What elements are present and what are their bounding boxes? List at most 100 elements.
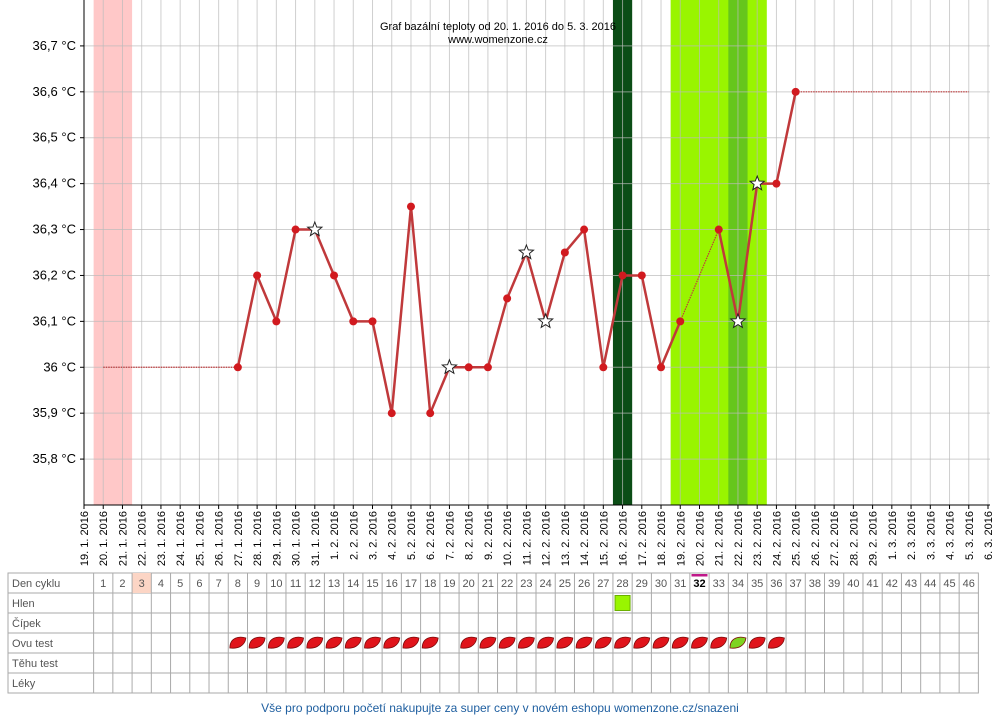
- cycle-day: 11: [290, 578, 301, 590]
- x-tick-label: 4. 2. 2016: [387, 511, 399, 560]
- row-label: Hlen: [12, 598, 35, 610]
- point: [503, 294, 512, 303]
- cycle-day: 28: [616, 578, 628, 590]
- cycle-day: 24: [539, 578, 551, 590]
- star-point: [729, 312, 747, 329]
- point: [791, 87, 800, 96]
- x-tick-label: 27. 1. 2016: [233, 511, 245, 566]
- row-label: Těhu test: [12, 658, 58, 670]
- footer-link[interactable]: Vše pro podporu početí nakupujte za supe…: [261, 701, 739, 715]
- line-dotted: [679, 229, 720, 322]
- ovu-test-icon: [287, 636, 305, 649]
- cycle-day: 10: [270, 578, 282, 590]
- x-tick-label: 9. 2. 2016: [483, 511, 495, 560]
- y-tick-label: 36,6 °C: [32, 84, 76, 99]
- x-tick-label: 19. 2. 2016: [675, 511, 687, 566]
- ovu-test-icon: [768, 636, 785, 649]
- x-tick-label: 5. 3. 2016: [964, 511, 976, 560]
- x-tick-label: 4. 3. 2016: [945, 511, 957, 560]
- cycle-day: 15: [366, 578, 378, 590]
- x-tick-label: 21. 1. 2016: [117, 511, 129, 566]
- cycle-day: 32: [693, 578, 705, 590]
- y-tick-label: 36,7 °C: [32, 38, 76, 53]
- cycle-day: 23: [520, 578, 532, 590]
- cycle-day: 45: [943, 578, 955, 590]
- x-tick-label: 6. 2. 2016: [425, 511, 437, 560]
- y-tick-label: 36,5 °C: [32, 130, 76, 145]
- cycle-day: 4: [158, 578, 164, 590]
- star-point: [440, 358, 458, 375]
- row-label: Léky: [12, 678, 36, 690]
- x-tick-label: 23. 2. 2016: [752, 511, 764, 566]
- star-point: [306, 220, 324, 237]
- today-marker: [691, 574, 708, 577]
- point: [618, 271, 627, 280]
- x-tick-label: 27. 2. 2016: [829, 511, 841, 566]
- star-point: [748, 174, 766, 191]
- ovu-test-icon: [383, 636, 401, 649]
- cycle-day: 12: [309, 578, 321, 590]
- cycle-day: 20: [463, 578, 475, 590]
- x-tick-label: 8. 2. 2016: [464, 511, 476, 560]
- ovu-test-icon: [710, 636, 728, 649]
- cycle-day: 5: [177, 578, 183, 590]
- ovu-test-icon: [556, 636, 574, 649]
- x-tick-label: 3. 3. 2016: [925, 511, 937, 560]
- cycle-day: 7: [216, 578, 222, 590]
- y-tick-label: 36,4 °C: [32, 176, 76, 191]
- ovu-test-icon: [325, 636, 343, 649]
- star-point: [517, 243, 535, 260]
- x-tick-label: 31. 1. 2016: [310, 511, 322, 566]
- ovu-test-icon: [575, 636, 593, 649]
- cycle-day: 21: [482, 578, 494, 590]
- x-tick-label: 20. 1. 2016: [98, 511, 110, 566]
- ovu-test-icon: [652, 636, 670, 649]
- cycle-day: 3: [139, 578, 145, 590]
- cycle-day: 27: [597, 578, 609, 590]
- cycle-day: 6: [196, 578, 202, 590]
- x-tick-label: 19. 1. 2016: [79, 511, 91, 566]
- x-tick-label: 2. 2. 2016: [348, 511, 360, 560]
- cycle-day: 31: [674, 578, 686, 590]
- x-tick-label: 29. 2. 2016: [868, 511, 880, 566]
- point: [560, 248, 569, 257]
- row-label: Čípek: [12, 617, 41, 630]
- cycle-day: 41: [866, 578, 878, 590]
- x-tick-label: 18. 2. 2016: [656, 511, 668, 566]
- cycle-day: 44: [924, 578, 936, 590]
- point: [483, 363, 492, 372]
- row-label: Den cyklu: [12, 578, 60, 590]
- x-tick-label: 28. 1. 2016: [252, 511, 264, 566]
- y-tick-label: 35,8 °C: [32, 451, 76, 466]
- x-tick-label: 13. 2. 2016: [560, 511, 572, 566]
- cycle-day: 43: [905, 578, 917, 590]
- point: [387, 409, 396, 418]
- point: [580, 225, 589, 234]
- x-tick-label: 11. 2. 2016: [521, 511, 533, 565]
- x-tick-label: 14. 2. 2016: [579, 511, 591, 566]
- ovu-test-icon: [671, 636, 689, 649]
- point: [233, 363, 242, 372]
- ovu-test-icon: [229, 636, 247, 649]
- cycle-day: 19: [443, 578, 455, 590]
- cycle-day: 22: [501, 578, 513, 590]
- x-tick-label: 2. 3. 2016: [906, 511, 918, 560]
- x-tick-label: 22. 2. 2016: [733, 511, 745, 566]
- x-tick-label: 26. 1. 2016: [214, 511, 226, 566]
- cycle-day: 38: [809, 578, 821, 590]
- cycle-day: 25: [559, 578, 571, 590]
- x-tick-label: 6. 3. 2016: [983, 511, 995, 560]
- chart-title: Graf bazální teploty od 20. 1. 2016 do 5…: [380, 21, 616, 33]
- cycle-day: 42: [886, 578, 898, 590]
- cycle-day: 36: [770, 578, 782, 590]
- cycle-day: 37: [790, 578, 802, 590]
- grid: 19. 1. 2016 20. 1. 2016 21. 1. 2016 22. 1. …: [32, 0, 995, 566]
- y-tick-label: 35,9 °C: [32, 405, 76, 420]
- x-tick-label: 30. 1. 2016: [291, 511, 303, 566]
- point: [291, 225, 300, 234]
- x-tick-label: 5. 2. 2016: [406, 511, 418, 560]
- point: [714, 225, 723, 234]
- table-row: [7, 672, 979, 694]
- ovu-test-icon: [614, 636, 631, 649]
- ovu-test-icon: [748, 636, 766, 649]
